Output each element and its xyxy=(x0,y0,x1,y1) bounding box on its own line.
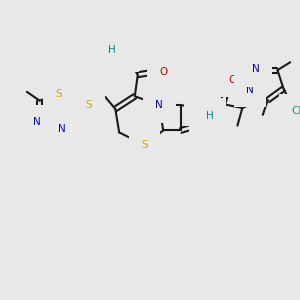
Text: N: N xyxy=(246,85,254,95)
Text: O: O xyxy=(201,120,209,130)
Text: Cl: Cl xyxy=(291,106,300,116)
Text: N: N xyxy=(252,64,260,74)
Text: N: N xyxy=(155,100,163,110)
Text: N: N xyxy=(33,117,41,127)
Text: H: H xyxy=(206,111,214,121)
Text: O: O xyxy=(228,75,237,85)
Text: N: N xyxy=(58,124,66,134)
Text: O: O xyxy=(159,67,167,77)
Text: O: O xyxy=(118,49,126,59)
Text: H: H xyxy=(109,45,116,55)
Text: S: S xyxy=(85,100,92,110)
Text: S: S xyxy=(141,140,148,150)
Text: S: S xyxy=(56,89,62,99)
Text: N: N xyxy=(196,104,204,114)
